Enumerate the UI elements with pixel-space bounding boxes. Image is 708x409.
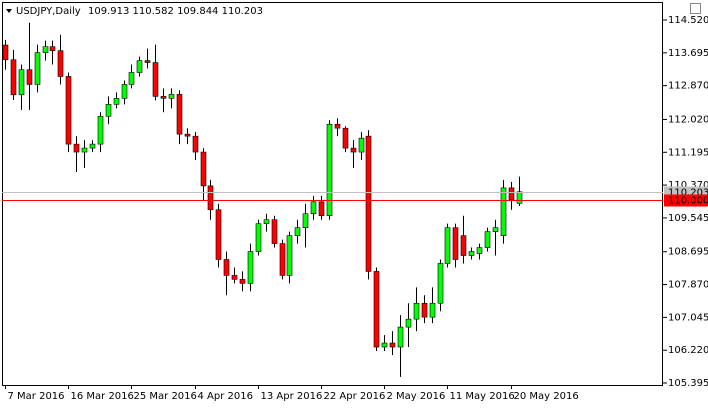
candle-body [97, 115, 104, 145]
candle-body [184, 133, 191, 137]
candle-body [10, 59, 17, 96]
price-label: 110.203 [668, 188, 708, 199]
candle-body [318, 201, 325, 217]
y-tick-label: 113.695 [668, 48, 708, 59]
candle-body [113, 98, 120, 105]
candle-body [437, 263, 444, 304]
corner-box [690, 3, 701, 14]
candle-body [279, 243, 286, 276]
candle-body [144, 60, 151, 63]
candle-body [128, 72, 135, 85]
y-tick-label: 112.020 [668, 114, 708, 125]
candle-body [89, 143, 96, 149]
candle-body [492, 227, 499, 232]
candle-body [42, 46, 49, 53]
candle-body [468, 251, 475, 256]
x-tick-label: 16 Mar 2016 [71, 391, 134, 402]
candle-body [81, 147, 88, 153]
candle-body [302, 213, 309, 228]
candle-body [231, 275, 238, 280]
candle-body [294, 227, 301, 236]
candle-body [452, 227, 459, 260]
candle-body [310, 201, 317, 215]
symbol: USDJPY,Daily [16, 6, 81, 17]
candle-body [405, 318, 412, 328]
candle-body [160, 96, 167, 99]
candle-body [57, 50, 64, 77]
candle-body [176, 94, 183, 135]
candle-body [334, 123, 341, 129]
x-tick-label: 13 Apr 2016 [261, 391, 323, 402]
candle-body [444, 227, 451, 264]
candle-body [286, 235, 293, 276]
candle-body [263, 219, 270, 224]
candle-body [65, 76, 72, 145]
y-tick-label: 111.195 [668, 147, 708, 158]
x-tick-label: 4 Apr 2016 [198, 391, 253, 402]
candle-body [18, 69, 25, 96]
price-label-box [664, 194, 708, 207]
candle-body [255, 223, 262, 252]
candle-body [358, 137, 365, 153]
candle-body [73, 143, 80, 153]
y-tick-label: 107.045 [668, 312, 708, 323]
y-tick-label: 112.870 [668, 81, 708, 92]
plot-frame [2, 2, 663, 386]
y-tick-label: 107.870 [668, 280, 708, 291]
y-tick-label: 106.220 [668, 345, 708, 356]
candle-body [508, 187, 515, 201]
y-tick-label: 105.395 [668, 378, 708, 389]
candle-body [49, 46, 56, 51]
candle-body [326, 123, 333, 217]
candle-body [34, 52, 41, 85]
candle-body [421, 302, 428, 318]
price-label: 110.000 [668, 196, 708, 207]
candle-body [413, 302, 420, 320]
x-tick-label: 11 May 2016 [450, 391, 515, 402]
x-tick-label: 2 May 2016 [387, 391, 446, 402]
candle-body [342, 127, 349, 149]
header-arrow [6, 9, 12, 13]
candle-body [2, 44, 9, 61]
candle-body [26, 69, 33, 85]
candle-body [192, 135, 199, 153]
candle-body [373, 271, 380, 348]
candle-body [271, 219, 278, 244]
candle-body [105, 104, 112, 117]
x-tick-label: 25 Mar 2016 [134, 391, 197, 402]
candle-body [239, 279, 246, 284]
y-tick-label: 110.370 [668, 180, 708, 191]
candle-body [207, 185, 214, 211]
x-tick-label: 20 May 2016 [514, 391, 579, 402]
candle-body [168, 94, 175, 99]
candle-body [381, 342, 388, 348]
y-tick-label: 108.695 [668, 247, 708, 258]
candle-body [500, 187, 507, 236]
y-tick-label: 109.545 [668, 213, 708, 224]
y-tick-label: 114.520 [668, 15, 708, 26]
quote: 109.913 110.582 109.844 110.203 [88, 6, 263, 17]
candle-body [215, 209, 222, 260]
candle-body [152, 62, 159, 97]
candle-body [389, 342, 396, 348]
candle-body [476, 247, 483, 254]
x-tick-label: 7 Mar 2016 [8, 391, 65, 402]
candle-body [121, 84, 128, 99]
candle-body [397, 326, 404, 348]
candle-body [429, 302, 436, 318]
candle-body [223, 259, 230, 276]
x-tick-label: 22 Apr 2016 [324, 391, 386, 402]
candle-body [200, 151, 207, 187]
candle-body [365, 135, 372, 272]
candle-body [484, 231, 491, 248]
candle-body [247, 251, 254, 284]
candle-body [460, 235, 467, 256]
candle-body [516, 191, 523, 204]
candle-body [136, 60, 143, 73]
candle-body [350, 147, 357, 153]
